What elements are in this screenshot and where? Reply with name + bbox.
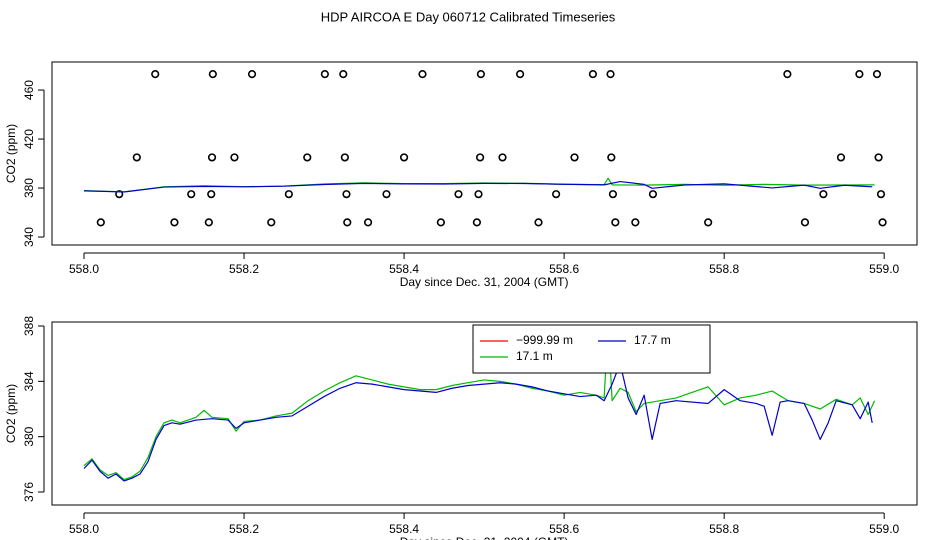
point [454, 190, 463, 199]
point [588, 70, 598, 79]
y-tick-label: 460 [22, 80, 36, 100]
x-tick-label: 558.6 [549, 262, 579, 276]
point [151, 70, 160, 79]
point [340, 153, 349, 162]
point [247, 70, 257, 79]
x-tick-label: 558.8 [709, 262, 739, 276]
x-axis-label: Day since Dec. 31, 2004 (GMT) [400, 535, 569, 540]
point [874, 153, 883, 162]
chart-title: HDP AIRCOA E Day 060712 Calibrated Times… [321, 9, 616, 24]
x-axis-label: Day since Dec. 31, 2004 (GMT) [400, 275, 569, 289]
legend-label: 17.1 m [516, 349, 553, 363]
x-tick-label: 558.2 [229, 522, 259, 536]
point [187, 190, 196, 199]
x-tick-label: 558.0 [69, 522, 99, 536]
point [800, 218, 810, 227]
point [783, 70, 792, 79]
point [607, 153, 616, 162]
legend-label: −999.99 m [516, 333, 573, 347]
x-tick-label: 558.6 [549, 522, 579, 536]
y-axis-label: CO2 (ppm) [4, 384, 18, 443]
point [207, 190, 216, 199]
point [704, 218, 713, 227]
point [115, 190, 124, 199]
point [170, 218, 179, 227]
point [96, 218, 105, 227]
point [267, 218, 276, 227]
point [476, 70, 485, 79]
series-line [83, 325, 876, 481]
point [363, 218, 373, 227]
point [648, 190, 658, 199]
point [207, 153, 217, 162]
point [343, 218, 352, 227]
point [534, 218, 543, 227]
series-line [83, 180, 873, 193]
point [498, 153, 507, 162]
point [418, 70, 427, 79]
legend-label: 17.7 m [634, 333, 671, 347]
series-line [83, 177, 875, 193]
point [836, 153, 846, 162]
point [872, 70, 882, 79]
point [474, 190, 483, 199]
point [611, 218, 620, 227]
x-tick-label: 558.4 [389, 522, 419, 536]
point [204, 218, 213, 227]
point [339, 70, 348, 79]
point [516, 70, 525, 79]
point [342, 190, 351, 199]
y-tick-label: 384 [22, 371, 36, 391]
point [878, 218, 887, 227]
y-tick-label: 380 [22, 426, 36, 446]
point [284, 190, 293, 199]
point [436, 218, 445, 227]
x-tick-label: 558.2 [229, 262, 259, 276]
y-tick-label: 420 [22, 129, 36, 149]
point [606, 70, 615, 79]
x-tick-label: 558.8 [709, 522, 739, 536]
point [303, 153, 312, 162]
x-tick-label: 559.0 [869, 262, 899, 276]
point [855, 70, 864, 79]
point [608, 190, 618, 199]
point [132, 153, 141, 162]
point [208, 70, 217, 79]
y-tick-label: 388 [22, 316, 36, 336]
plot-frame [51, 61, 918, 246]
point [876, 190, 886, 199]
point [320, 70, 329, 79]
y-tick-label: 380 [22, 178, 36, 198]
legend-box [472, 324, 711, 374]
point [399, 153, 409, 162]
point [475, 153, 485, 162]
y-tick-label: 376 [22, 482, 36, 502]
y-axis-label: CO2 (ppm) [4, 124, 18, 183]
point [819, 190, 828, 199]
point [631, 218, 640, 227]
x-tick-label: 558.0 [69, 262, 99, 276]
point [552, 190, 561, 199]
x-tick-label: 558.4 [389, 262, 419, 276]
series-line [83, 362, 873, 482]
point [230, 153, 239, 162]
point [472, 218, 481, 227]
point [382, 190, 391, 199]
plot-frame [51, 321, 918, 506]
y-tick-label: 340 [22, 227, 36, 247]
x-tick-label: 559.0 [869, 522, 899, 536]
point [570, 153, 579, 162]
